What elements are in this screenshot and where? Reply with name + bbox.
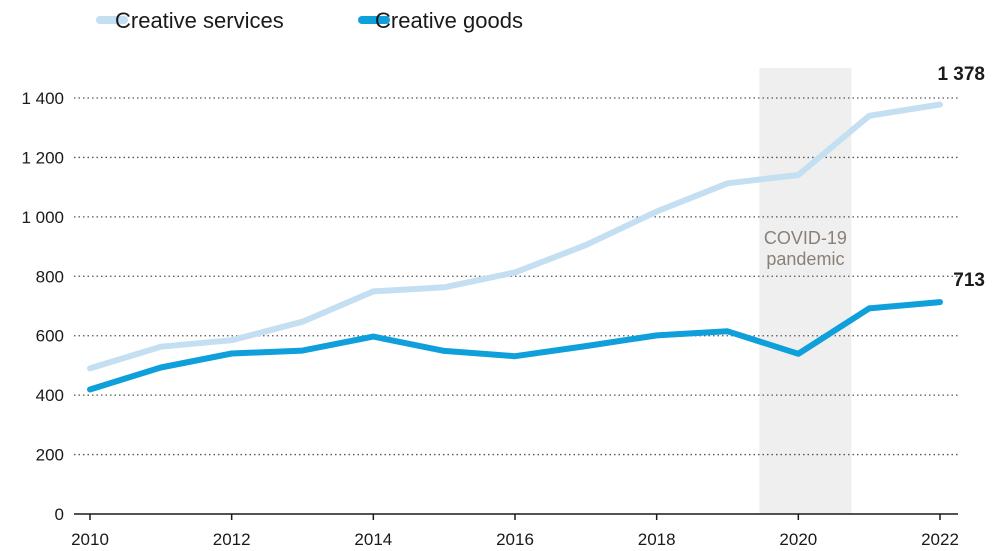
legend-label: Creative goods [375, 8, 523, 33]
x-tick-label: 2010 [71, 530, 109, 549]
x-tick-label: 2016 [496, 530, 534, 549]
y-tick-label: 800 [36, 267, 64, 286]
y-tick-label: 1 000 [21, 208, 64, 227]
end-value-label: 713 [953, 270, 985, 291]
covid-band-label-line: pandemic [766, 249, 844, 269]
series-line-creative-goods [87, 299, 943, 393]
legend: Creative services Creative goods [96, 8, 523, 33]
y-tick-label: 200 [36, 446, 64, 465]
end-labels: 1 378 713 [937, 64, 985, 291]
y-tick-label: 1 200 [21, 148, 64, 167]
x-tick-label: 2018 [638, 530, 676, 549]
y-tick-label: 400 [36, 386, 64, 405]
covid-band-label-line: COVID-19 [764, 228, 847, 248]
series-line-creative-services [87, 101, 943, 372]
axes: 0 200 400 600 800 1 000 1 200 1 400 2010 2012 2014… [21, 89, 958, 549]
x-tick-label: 2014 [354, 530, 392, 549]
y-tick-label: 1 400 [21, 89, 64, 108]
x-tick-label: 2020 [779, 530, 817, 549]
y-tick-label: 600 [36, 327, 64, 346]
y-tick-label: 0 [55, 505, 64, 524]
series-lines [87, 101, 943, 393]
legend-label: Creative services [115, 8, 284, 33]
gridlines [74, 97, 958, 456]
end-value-label: 1 378 [937, 64, 985, 85]
covid-pandemic-band [759, 68, 852, 514]
x-tick-label: 2022 [921, 530, 959, 549]
x-tick-label: 2012 [213, 530, 251, 549]
